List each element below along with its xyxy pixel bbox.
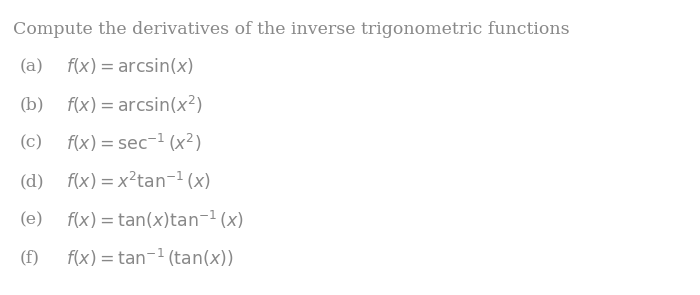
Text: $f(x) = x^2\tan^{-1}(x)$: $f(x) = x^2\tan^{-1}(x)$	[66, 171, 211, 192]
Text: (f): (f)	[20, 250, 40, 267]
Text: (e): (e)	[20, 211, 43, 228]
Text: $f(x) = \tan^{-1}(\tan(x))$: $f(x) = \tan^{-1}(\tan(x))$	[66, 247, 234, 269]
Text: (b): (b)	[20, 96, 44, 113]
Text: (c): (c)	[20, 135, 43, 152]
Text: (d): (d)	[20, 173, 44, 190]
Text: (a): (a)	[20, 58, 43, 75]
Text: $f(x) = \tan(x)\tan^{-1}(x)$: $f(x) = \tan(x)\tan^{-1}(x)$	[66, 209, 244, 231]
Text: $f(x) = \sec^{-1}(x^2)$: $f(x) = \sec^{-1}(x^2)$	[66, 132, 202, 154]
Text: Compute the derivatives of the inverse trigonometric functions: Compute the derivatives of the inverse t…	[13, 21, 569, 38]
Text: $f(x) = \arcsin(x)$: $f(x) = \arcsin(x)$	[66, 56, 195, 76]
Text: $f(x) = \arcsin(x^2)$: $f(x) = \arcsin(x^2)$	[66, 94, 204, 116]
